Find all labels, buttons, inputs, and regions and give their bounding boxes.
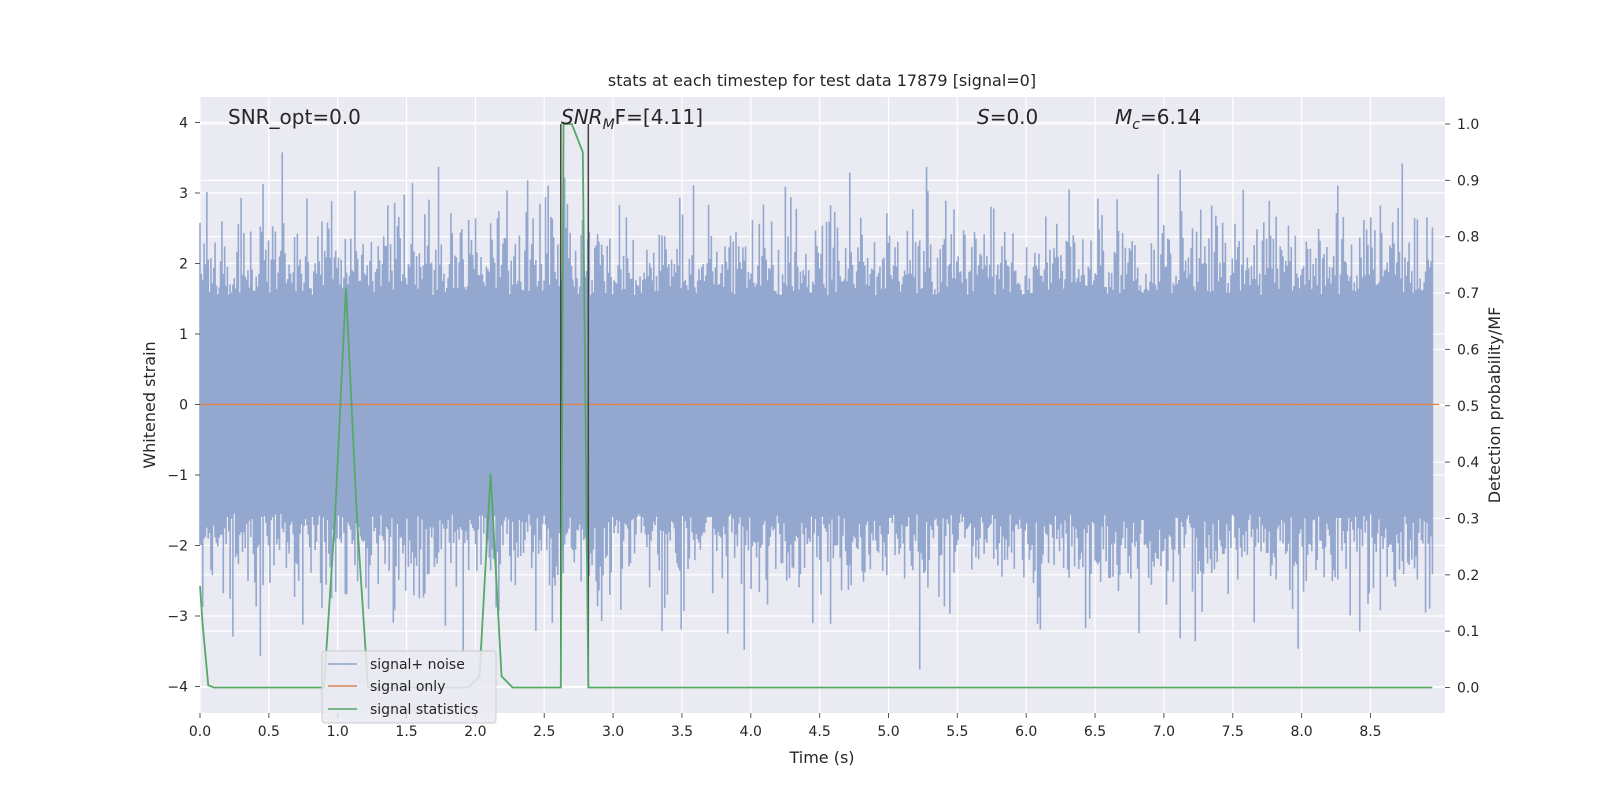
signal-noise-series [199,152,1434,670]
snr-mf-sub: M [603,117,615,133]
mc-sub: c [1132,117,1140,133]
mc-annotation: Mc=6.14 [1115,105,1201,133]
snr-opt-annotation: SNR_opt=0.0 [228,105,361,129]
x-tick-label-13: 6.5 [1084,724,1106,740]
s-annotation: S=0.0 [977,105,1038,129]
y-right-tick-label-8: 0.2 [1457,568,1479,584]
y-right-tick-label-5: 0.5 [1457,399,1479,415]
x-tick-label-2: 1.0 [327,724,349,740]
y-left-tick-label-2: 2 [179,257,188,273]
s-var: S [977,105,990,129]
y-left-tick-labels: 4 3 2 1 0 −1 −2 −3 −4 [167,116,200,696]
y-right-tick-label-2: 0.8 [1457,230,1479,246]
x-tick-label-12: 6.0 [1015,724,1037,740]
x-tick-label-1: 0.5 [258,724,280,740]
x-tick-label-7: 3.5 [671,724,693,740]
x-tick-label-6: 3.0 [602,724,624,740]
y-left-tick-label-1: 3 [179,186,188,202]
noise-trace [199,152,1434,670]
legend-label-signal: signal only [370,679,445,695]
x-tick-label-9: 4.5 [809,724,831,740]
legend-label-noise: signal+ noise [370,657,465,673]
x-tick-label-11: 5.5 [946,724,968,740]
snr-mf-rest: F=[4.11] [615,105,703,129]
mc-rest: =6.14 [1140,105,1201,129]
y-axis-title-left: Whitened strain [140,341,159,468]
y-right-tick-label-6: 0.4 [1457,455,1479,471]
chart-title: stats at each timestep for test data 178… [608,71,1036,90]
x-tick-label-0: 0.0 [189,724,211,740]
y-left-tick-label-7: −3 [167,609,188,625]
y-left-tick-label-0: 4 [179,116,188,132]
y-right-tick-label-7: 0.3 [1457,511,1479,527]
y-right-tick-label-10: 0.0 [1457,681,1479,697]
signal-statistics-series [199,123,1433,689]
y-left-tick-label-8: −4 [167,680,188,696]
stats-line [199,123,1433,689]
x-tick-label-14: 7.0 [1153,724,1175,740]
y-right-tick-label-1: 0.9 [1457,173,1479,189]
x-tick-label-17: 8.5 [1359,724,1381,740]
legend-box [321,650,497,724]
y-right-tick-label-3: 0.7 [1457,286,1479,302]
legend: signal+ noise signal only signal statist… [321,650,497,724]
y-right-tick-labels: 1.0 0.9 0.8 0.7 0.6 0.5 0.4 0.3 0.2 0.1 0.0 [1445,117,1479,697]
y-right-tick-label-9: 0.1 [1457,624,1479,640]
snr-mf-annotation: SNRMF=[4.11] [561,105,703,133]
x-axis-title: Time (s) [788,748,854,767]
x-tick-labels: 0.0 0.5 1.0 1.5 2.0 2.5 3.0 3.5 4.0 4.5 5.0 5.5 6.0 6… [189,713,1382,740]
x-tick-label-10: 5.0 [877,724,899,740]
y-axis-title-right: Detection probability/MF [1485,307,1504,504]
x-tick-label-4: 2.0 [464,724,486,740]
y-right-tick-label-0: 1.0 [1457,117,1479,133]
x-tick-label-5: 2.5 [533,724,555,740]
mc-base: M [1115,105,1132,129]
x-tick-label-3: 1.5 [395,724,417,740]
y-left-tick-label-3: 1 [179,327,188,343]
snr-mf-base: SNR [561,105,603,129]
x-tick-label-15: 7.5 [1222,724,1244,740]
x-tick-label-8: 4.0 [740,724,762,740]
y-right-tick-label-4: 0.6 [1457,342,1479,358]
legend-label-stats: signal statistics [370,702,478,718]
y-left-tick-label-4: 0 [179,398,188,414]
x-tick-label-16: 8.0 [1290,724,1312,740]
y-left-tick-label-6: −2 [167,539,188,555]
y-left-tick-label-5: −1 [167,468,188,484]
s-rest: =0.0 [990,105,1039,129]
